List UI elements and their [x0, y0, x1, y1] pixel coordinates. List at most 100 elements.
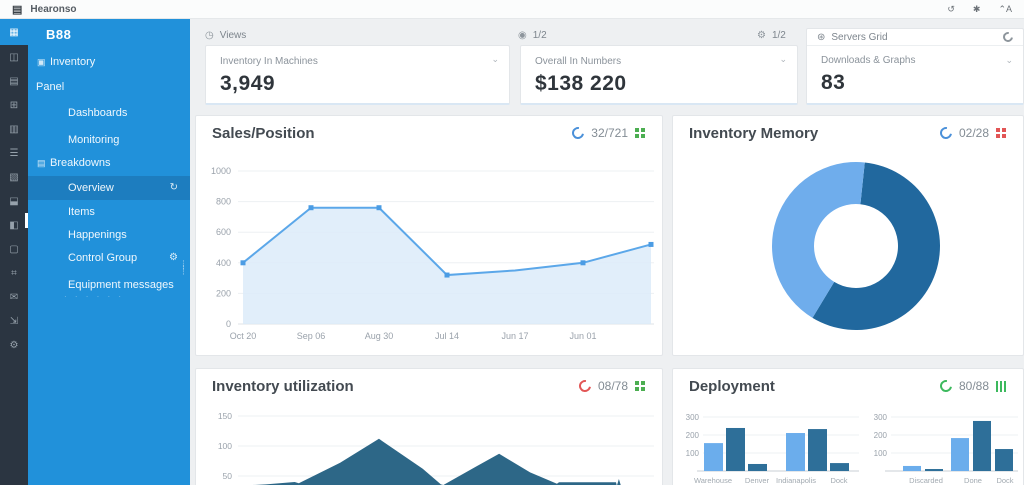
svg-text:100: 100 [686, 449, 700, 458]
stat-value: 3,949 [220, 72, 276, 95]
grid-view-icon[interactable] [996, 127, 1007, 139]
grid-view-icon[interactable] [635, 380, 646, 392]
sidebar-item-happenings[interactable]: Happenings [28, 224, 190, 246]
layers-icon[interactable]: ▤ [9, 75, 19, 87]
sidebar-item-label: Panel [36, 81, 65, 93]
toolbar-visibility[interactable]: ◉ 1/2 [518, 28, 547, 42]
globe-icon: ⊛ [817, 31, 826, 43]
history-icon[interactable]: ↻ [169, 182, 178, 193]
views-icon: ◷ [205, 29, 214, 41]
stat-label: Downloads & Graphs [821, 55, 916, 66]
toolbar-views[interactable]: ◷ Views [205, 28, 246, 42]
stat-value: $138 220 [535, 72, 627, 95]
svg-text:50: 50 [223, 471, 233, 481]
sidebar-item-equipment-messages[interactable]: Equipment messages [28, 274, 190, 296]
inventory-donut-card: Inventory Memory 02/28 [672, 115, 1024, 356]
inventory-donut-canvas [772, 162, 940, 330]
brand: ▤ Hearonso [12, 3, 77, 16]
servers-grid-header: ⊛ Servers Grid [807, 29, 1023, 46]
sidebar-scrollbar[interactable]: ┊ ┊ [180, 260, 186, 275]
chart-badge: 80/88 [958, 379, 989, 393]
chart-icon[interactable]: ⊞ [9, 99, 19, 111]
export-icon[interactable]: ⇲ [9, 315, 19, 327]
utilization-chart-canvas: 150 100 50 [218, 411, 654, 485]
orders-icon[interactable]: ▢ [9, 243, 19, 255]
grid-view-icon[interactable] [635, 127, 646, 139]
sidebar-item-label: Breakdowns [50, 157, 111, 169]
refresh-icon[interactable] [937, 377, 955, 395]
deployment-chart-card: 300 200 100 Warehouse Denver Indianapolis Dock… [672, 368, 1024, 485]
item-icon: ▤ [37, 158, 46, 168]
stat-label: Inventory In Machines [220, 56, 318, 67]
chart-title: Sales/Position [212, 124, 315, 142]
chevron-icon[interactable]: ⌄ [491, 54, 499, 64]
sidebar-title: B88 [46, 27, 72, 42]
svg-text:800: 800 [216, 197, 231, 207]
reports-icon[interactable]: ▧ [9, 171, 19, 183]
bars-view-icon[interactable] [996, 380, 1007, 392]
storage-icon[interactable]: ⬓ [9, 195, 19, 207]
refresh-icon[interactable] [569, 124, 587, 142]
sidebar-item-label: Monitoring [68, 134, 120, 146]
main-area: ◷ Views ◉ 1/2 ⚙ 1/2 Inventory In Machines 3,9… [190, 19, 1024, 485]
icon-rail: ▦ ◫ ▤ ⊞ ▥ ☰ ▧ ⬓ ◧ ▢ ⌗ ✉ ⇲ ⚙ [0, 19, 28, 485]
contacts-icon[interactable]: ◫ [9, 51, 19, 63]
svg-text:150: 150 [218, 411, 232, 421]
svg-text:200: 200 [686, 431, 700, 440]
refresh-icon[interactable] [576, 377, 594, 395]
chart-title: Deployment [689, 377, 775, 395]
chart-badge: 02/28 [958, 126, 989, 140]
top-header: ▤ Hearonso ↺ ✱ ⌃A [0, 0, 1024, 19]
svg-text:Warehouse: Warehouse [694, 476, 732, 485]
header-icons: ↺ ✱ ⌃A [947, 4, 1012, 15]
stat-label: Overall In Numbers [535, 56, 622, 67]
tags-icon[interactable]: ⌗ [11, 267, 17, 279]
sidebar-item-control-group[interactable]: Control Group ⚙ [28, 247, 190, 269]
sidebar-item-overview[interactable]: Overview ↻ [28, 176, 190, 200]
servers-grid-title: Servers Grid [831, 31, 888, 43]
chevron-icon[interactable]: ⌄ [1005, 55, 1013, 65]
svg-text:600: 600 [216, 227, 231, 237]
dashboard-icon[interactable]: ▦ [0, 19, 28, 45]
panel-icon[interactable]: ▥ [9, 123, 19, 135]
sidebar-item-breakdowns[interactable]: ▤ Breakdowns [28, 152, 190, 174]
svg-text:300: 300 [874, 413, 888, 422]
refresh-icon[interactable] [937, 124, 955, 142]
svg-text:1000: 1000 [211, 166, 231, 176]
utilization-chart-card: 150 100 50 Inventory utilization 08/78 [195, 368, 663, 485]
svg-text:Jul 14: Jul 14 [435, 331, 459, 341]
settings-icon: ⚙ [757, 29, 766, 41]
svg-text:Done: Done [964, 476, 982, 485]
sidebar-item-panel[interactable]: Panel [28, 76, 190, 98]
messages-icon[interactable]: ✉ [9, 291, 19, 303]
sidebar-item-monitoring[interactable]: Monitoring [28, 129, 190, 151]
gear-icon[interactable]: ⚙ [169, 252, 178, 263]
svg-text:Indianapolis: Indianapolis [776, 476, 816, 485]
toolbar-label: 1/2 [771, 29, 786, 41]
columns-icon[interactable]: ◧ [9, 219, 19, 231]
user-menu-icon[interactable]: ⌃A [998, 3, 1012, 14]
sidebar-item-items[interactable]: Items [28, 201, 190, 223]
sidebar-item-inventory[interactable]: ▣ Inventory [28, 51, 190, 73]
sidebar: B88 · · · · · · ┊ ┊ ▣ Inventory Panel Dashbo… [28, 19, 190, 485]
svg-text:Denver: Denver [745, 476, 770, 485]
stat-card-downloads: ⊛ Servers Grid Downloads & Graphs 83 ⌄ [806, 28, 1024, 105]
stat-value: 83 [821, 71, 846, 94]
apps-icon[interactable]: ✱ [972, 3, 981, 14]
sidebar-item-label: Dashboards [68, 107, 128, 119]
chart-badge: 08/78 [597, 379, 628, 393]
toolbar-settings[interactable]: ⚙ 1/2 [757, 28, 786, 42]
history-icon[interactable]: ↺ [947, 3, 955, 14]
sidebar-item-dashboards[interactable]: Dashboards [28, 102, 190, 124]
sidebar-divider-dots: · · · · · · [64, 292, 125, 301]
chevron-icon[interactable]: ⌄ [779, 54, 787, 64]
refresh-icon[interactable] [1001, 30, 1015, 44]
stat-card-numbers: Overall In Numbers $138 220 ⌄ [520, 45, 798, 105]
sidebar-item-label: Inventory [50, 56, 96, 68]
chart-badge: 32/721 [591, 126, 628, 140]
list-icon[interactable]: ☰ [9, 147, 19, 159]
sidebar-item-label: Overview [68, 182, 114, 194]
settings-icon[interactable]: ⚙ [9, 339, 19, 351]
svg-text:100: 100 [218, 441, 232, 451]
svg-text:200: 200 [216, 288, 231, 298]
